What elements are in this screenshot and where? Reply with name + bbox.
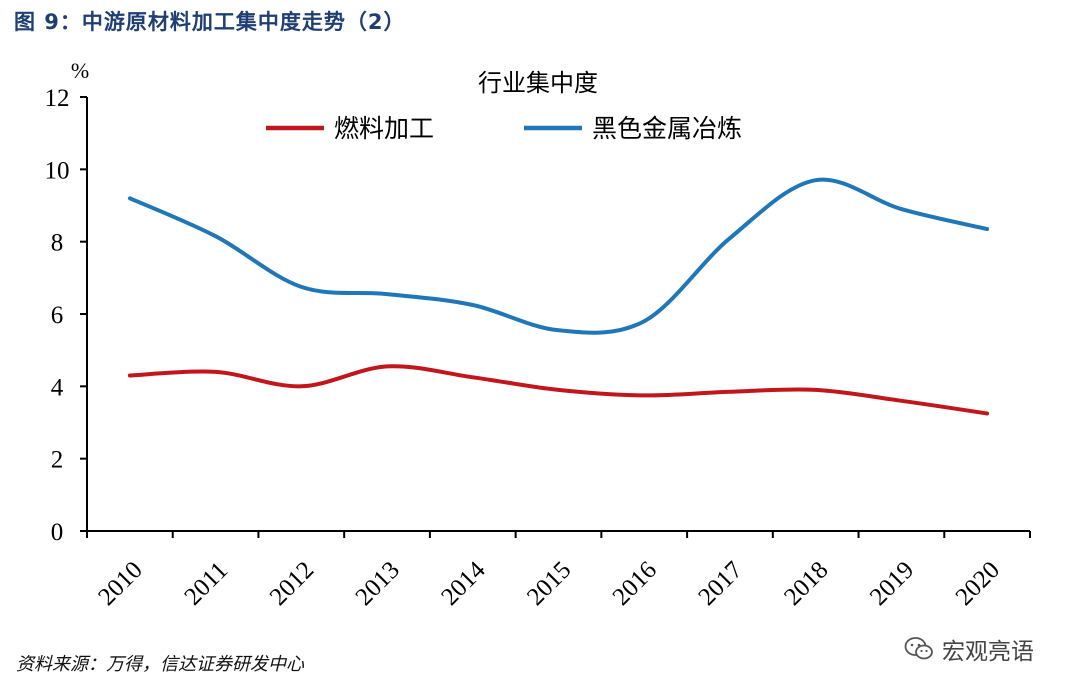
x-tick-label: 2016 [608, 556, 662, 610]
figure-title: 图 9：中游原材料加工集中度走势（2） [14, 10, 406, 34]
x-tick-label: 2017 [693, 556, 747, 610]
y-tick-label: 10 [45, 157, 70, 184]
y-tick-label: 6 [51, 302, 64, 329]
x-tick-label: 2015 [522, 556, 576, 610]
series-lines [127, 177, 990, 416]
x-tick-label: 2012 [265, 556, 319, 610]
y-tick-label: 0 [51, 519, 64, 546]
y-tick-label: 4 [51, 374, 64, 401]
x-tick-label: 2011 [179, 557, 233, 611]
axes: 0 2 4 6 8 10 12 2010 2011 2012 2013 2014 2015 2016 201… [45, 85, 1031, 611]
watermark-text: 宏观亮语 [942, 639, 1034, 665]
x-tick-label: 2014 [436, 556, 491, 611]
series-line-2 [127, 177, 990, 335]
x-tick-label: 2020 [951, 556, 1005, 610]
legend-label: 黑色金属冶炼 [592, 114, 742, 143]
y-tick-label: 12 [45, 85, 70, 112]
y-axis-unit: % [71, 58, 89, 83]
wechat-icon [904, 637, 933, 660]
legend-label: 燃料加工 [334, 114, 434, 143]
x-tick-label: 2013 [351, 556, 405, 610]
x-tick-label: 2018 [779, 556, 833, 610]
y-tick-label: 8 [51, 230, 64, 257]
series-line-1 [127, 364, 990, 416]
x-tick-label: 2019 [865, 556, 919, 610]
x-tick-label: 2010 [93, 556, 147, 610]
legend: 燃料加工 黑色金属冶炼 [266, 114, 742, 143]
line-chart: 0 2 4 6 8 10 12 2010 2011 2012 2013 2014 2015 2016 201… [45, 58, 1031, 611]
source-note: 资料来源：万得，信达证券研发中心 [16, 654, 304, 675]
watermark: 宏观亮语 [904, 632, 1034, 666]
chart-title: 行业集中度 [478, 69, 598, 97]
y-tick-label: 2 [51, 447, 64, 474]
